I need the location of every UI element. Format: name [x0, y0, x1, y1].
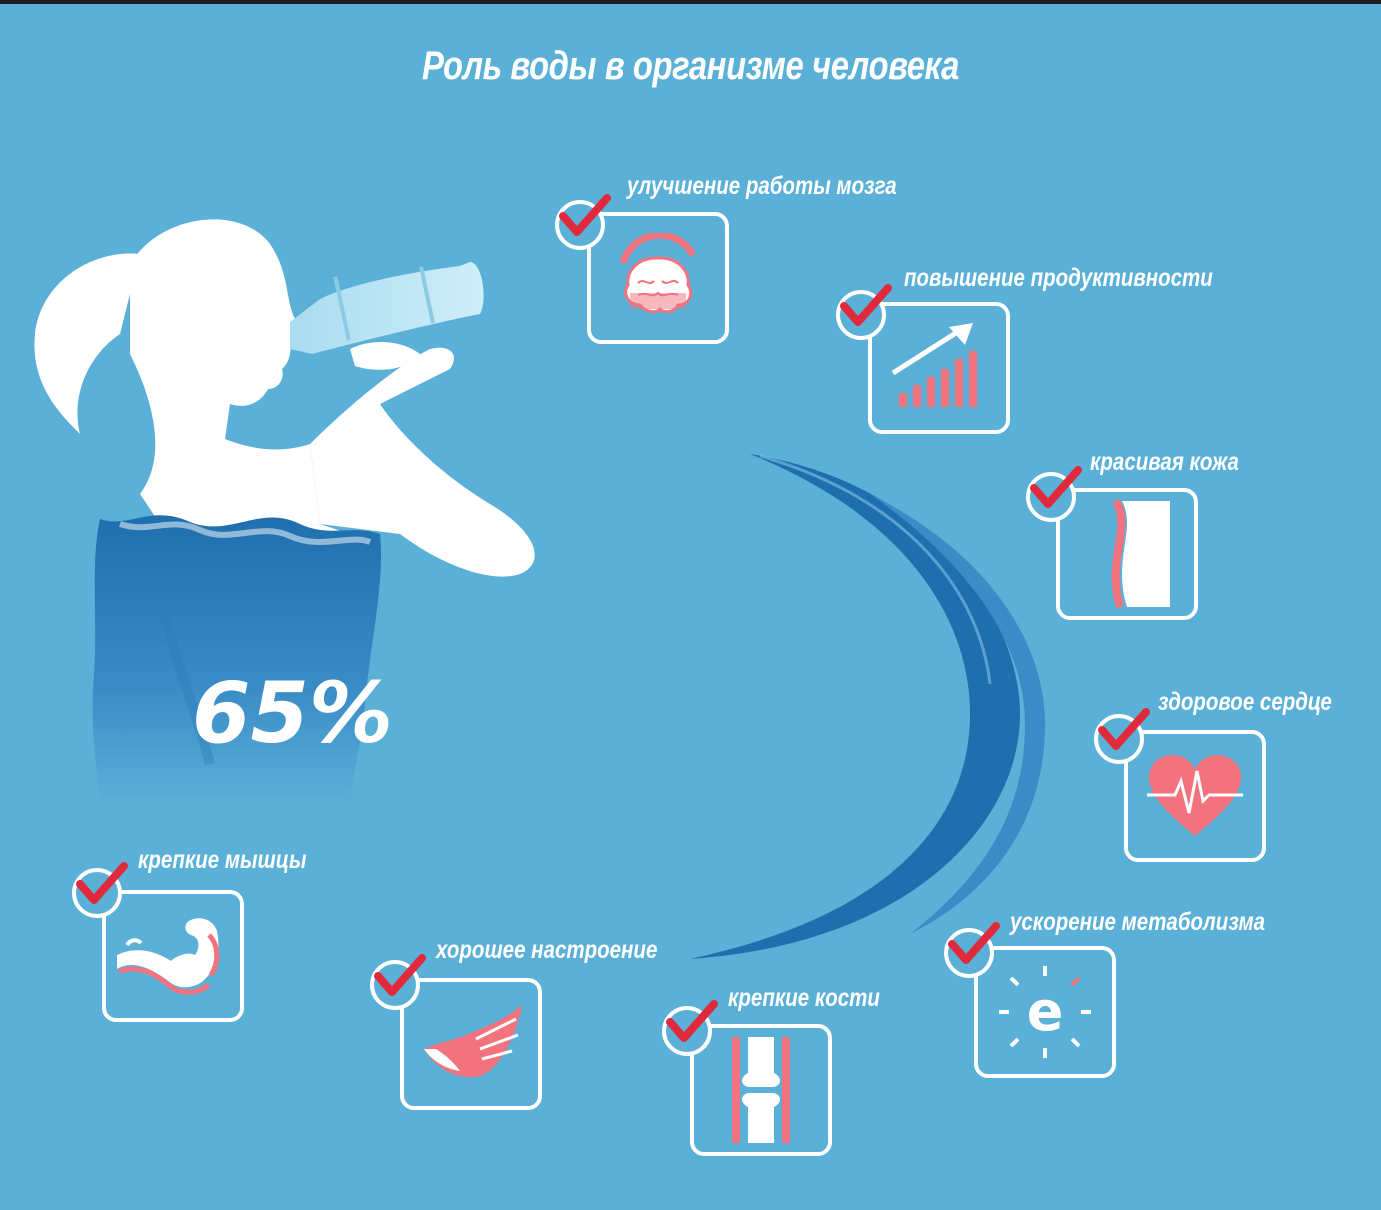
check-badge	[370, 954, 426, 1010]
check-badge	[836, 284, 892, 340]
skin-icon	[1111, 499, 1170, 609]
checkmark-icon	[1098, 708, 1150, 750]
benefit-box	[1056, 488, 1198, 620]
check-badge	[555, 194, 611, 250]
benefit-box	[587, 212, 729, 344]
checkmark-icon	[840, 284, 892, 326]
benefit-box	[690, 1024, 832, 1156]
svg-text:e: e	[1027, 980, 1064, 1043]
checkmark-icon	[76, 862, 128, 904]
benefit-label: улучшение работы мозга	[627, 172, 897, 200]
benefit-label: ускорение метаболизма	[1010, 908, 1266, 936]
muscle-arm-icon	[117, 918, 220, 995]
checkmark-icon	[374, 954, 426, 996]
brain-icon	[619, 233, 697, 314]
checkmark-icon	[559, 194, 611, 236]
benefit-label: крепкие кости	[728, 984, 880, 1012]
benefit-box: e	[974, 946, 1116, 1078]
bone-joint-icon	[732, 1037, 790, 1143]
benefit-label: здоровое сердце	[1158, 688, 1332, 716]
check-badge	[72, 862, 128, 918]
infographic-canvas: Роль воды в организме человека	[0, 4, 1381, 1210]
metabolism-icon: e	[999, 966, 1091, 1058]
checkmark-icon	[948, 922, 1000, 964]
infographic-title: Роль воды в организме человека	[422, 44, 959, 88]
body-water-percent: 65%	[192, 664, 394, 762]
checkmark-icon	[1030, 466, 1082, 508]
check-badge	[944, 922, 1000, 978]
benefit-label: крепкие мышцы	[138, 846, 307, 874]
heart-icon	[1147, 755, 1243, 836]
woman-silhouette	[34, 219, 535, 804]
growth-chart-icon	[891, 323, 977, 407]
check-badge	[1094, 708, 1150, 764]
benefit-box	[102, 890, 244, 1022]
benefit-label: хорошее настроение	[436, 936, 658, 964]
benefit-box	[868, 302, 1010, 434]
wing-icon	[424, 1005, 522, 1078]
benefit-label: красивая кожа	[1090, 448, 1239, 476]
check-badge	[662, 1000, 718, 1056]
check-badge	[1026, 466, 1082, 522]
benefit-box	[400, 978, 542, 1110]
benefit-label: повышение продуктивности	[904, 264, 1213, 292]
water-arc	[690, 454, 1045, 959]
checkmark-icon	[666, 1000, 718, 1042]
benefit-box	[1124, 730, 1266, 862]
